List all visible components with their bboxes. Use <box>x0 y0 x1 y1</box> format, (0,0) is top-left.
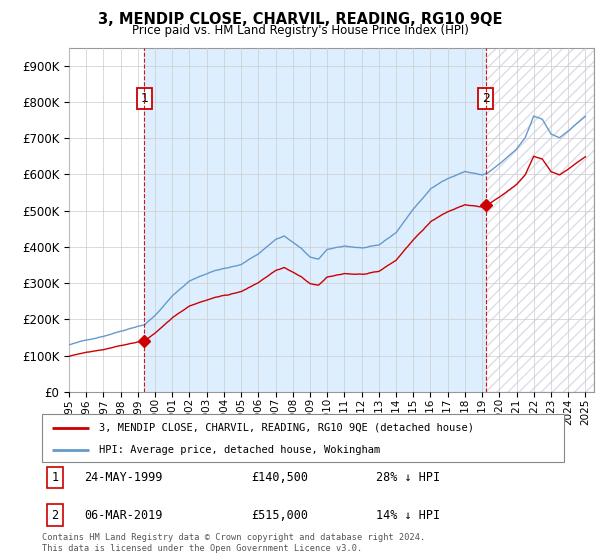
Text: 1: 1 <box>52 471 59 484</box>
Bar <box>486 48 594 392</box>
Text: 06-MAR-2019: 06-MAR-2019 <box>84 508 162 521</box>
Text: 14% ↓ HPI: 14% ↓ HPI <box>376 508 440 521</box>
Text: 24-MAY-1999: 24-MAY-1999 <box>84 471 162 484</box>
FancyBboxPatch shape <box>42 414 564 462</box>
Text: HPI: Average price, detached house, Wokingham: HPI: Average price, detached house, Woki… <box>100 445 380 455</box>
Text: 2: 2 <box>482 92 490 105</box>
Text: 28% ↓ HPI: 28% ↓ HPI <box>376 471 440 484</box>
Bar <box>145 48 486 392</box>
Text: 3, MENDIP CLOSE, CHARVIL, READING, RG10 9QE (detached house): 3, MENDIP CLOSE, CHARVIL, READING, RG10 … <box>100 423 475 433</box>
Text: 2: 2 <box>52 508 59 521</box>
Bar <box>486 48 594 392</box>
Text: Price paid vs. HM Land Registry's House Price Index (HPI): Price paid vs. HM Land Registry's House … <box>131 24 469 36</box>
Text: £140,500: £140,500 <box>251 471 308 484</box>
Text: 3, MENDIP CLOSE, CHARVIL, READING, RG10 9QE: 3, MENDIP CLOSE, CHARVIL, READING, RG10 … <box>98 12 502 27</box>
Text: £515,000: £515,000 <box>251 508 308 521</box>
Text: Contains HM Land Registry data © Crown copyright and database right 2024.
This d: Contains HM Land Registry data © Crown c… <box>42 533 425 553</box>
Text: 1: 1 <box>140 92 148 105</box>
